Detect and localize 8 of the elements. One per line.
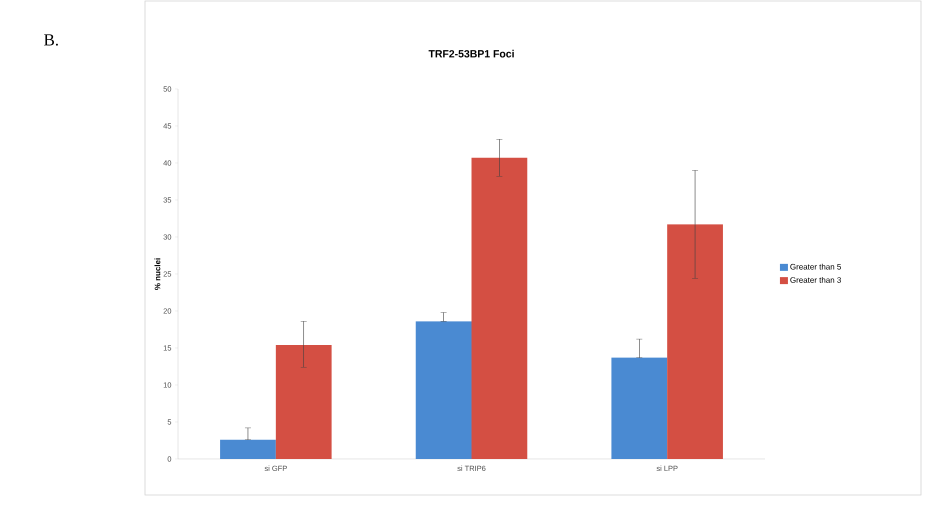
bar <box>220 440 276 459</box>
chart-title: TRF2-53BP1 Foci <box>428 50 514 58</box>
bar <box>611 358 668 459</box>
bar <box>276 345 332 459</box>
bar <box>416 321 472 459</box>
bar <box>472 158 528 459</box>
bar <box>667 224 723 459</box>
text: B. <box>44 34 58 46</box>
